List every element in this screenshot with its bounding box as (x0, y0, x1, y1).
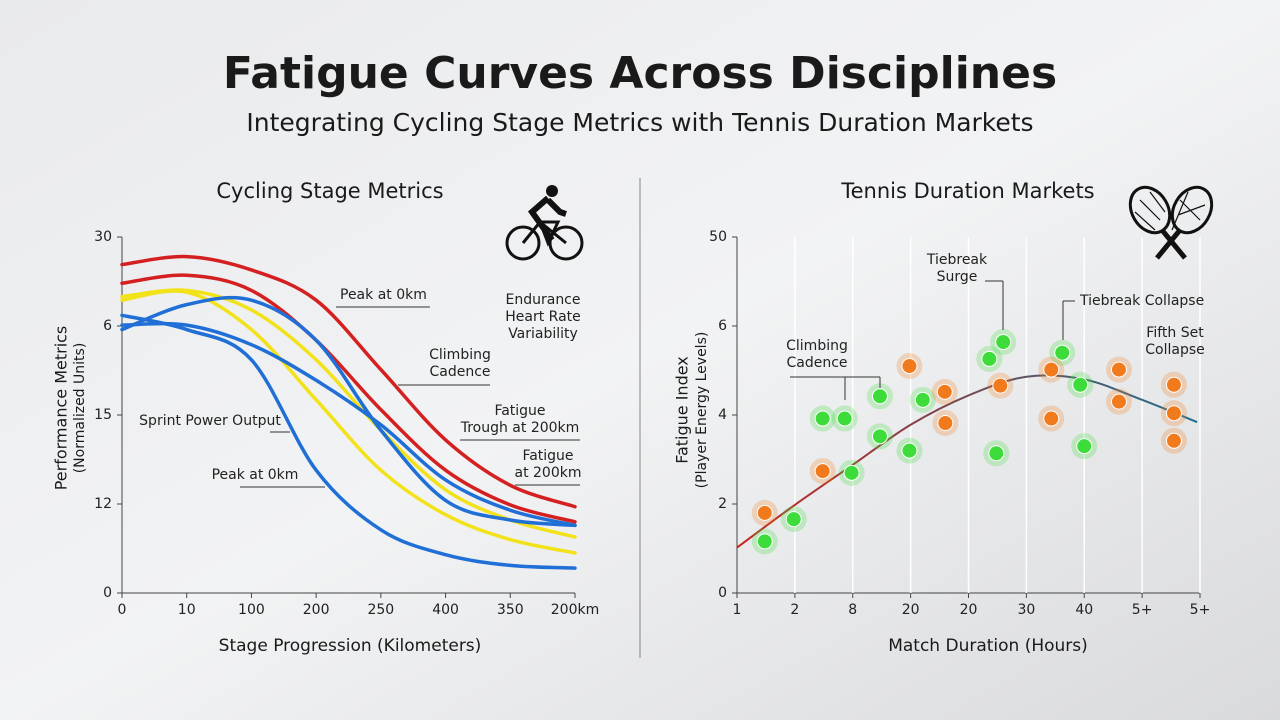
annotation: Trough at 200km (460, 420, 580, 436)
x-tick-label: 400 (432, 602, 459, 618)
x-tick-label: 20 (960, 602, 978, 618)
annotation: Tiebreak Collapse (1079, 293, 1204, 309)
annotation: Peak at 0km (212, 467, 299, 483)
series-line (120, 295, 577, 528)
y-tick-label: 4 (718, 407, 727, 423)
y-tick-label: 0 (718, 585, 727, 601)
y-tick-label: 6 (103, 318, 112, 334)
x-tick-label: 8 (848, 602, 857, 618)
y-tick-label: 50 (709, 229, 727, 245)
x-tick-label: 250 (367, 602, 394, 618)
ball (1072, 376, 1089, 393)
x-tick-label: 100 (238, 602, 265, 618)
ball (785, 511, 802, 528)
x-axis-label: Stage Progression (Kilometers) (219, 636, 482, 656)
series-line (120, 313, 577, 570)
ball (901, 442, 918, 459)
y-tick-label: 15 (94, 407, 112, 423)
annotation: Collapse (1145, 342, 1205, 358)
cyclist-icon (505, 185, 584, 261)
ball (937, 415, 954, 432)
ball (1110, 393, 1127, 410)
ball (756, 504, 773, 521)
annotation: Cadence (429, 364, 490, 380)
annotation: Fifth Set (1146, 325, 1204, 341)
x-tick-label: 40 (1075, 602, 1093, 618)
x-tick-label: 1 (733, 602, 742, 618)
annotation: Climbing (429, 347, 491, 363)
ball (981, 350, 998, 367)
ball (1165, 376, 1182, 393)
trend-line (736, 374, 1198, 549)
ball (936, 383, 953, 400)
ball (1043, 361, 1060, 378)
ball (901, 358, 918, 375)
annotation: Cadence (786, 355, 847, 371)
chart-title: Tennis Duration Markets (840, 179, 1094, 203)
annotation: at 200km (515, 465, 582, 481)
y-tick-label: 0 (103, 585, 112, 601)
annotation: Surge (937, 269, 978, 285)
ball (1043, 410, 1060, 427)
x-tick-label: 350 (497, 602, 524, 618)
rackets-icon (1128, 185, 1214, 260)
ball (995, 334, 1012, 351)
y-tick-label: 30 (94, 229, 112, 245)
y-tick-label: 12 (94, 496, 112, 512)
annotation: Tiebreak (926, 252, 988, 268)
y-axis-label: (Normalized Units) (72, 343, 88, 474)
ball (871, 428, 888, 445)
ball (814, 463, 831, 480)
series-line (120, 254, 577, 509)
x-tick-label: 5+ (1132, 602, 1153, 618)
x-tick-label: 20 (902, 602, 920, 618)
x-tick-label: 200km (551, 602, 599, 618)
ball (843, 464, 860, 481)
x-axis-label: Match Duration (Hours) (888, 636, 1088, 656)
annotation: Peak at 0km (340, 287, 427, 303)
ball (1110, 361, 1127, 378)
ball (914, 391, 931, 408)
subtitle: Integrating Cycling Stage Metrics with T… (246, 108, 1033, 137)
annotation: Sprint Power Output (139, 413, 281, 429)
y-axis-label: Fatigue Index (673, 356, 692, 464)
ball (1165, 432, 1182, 449)
annotation: Endurance (506, 292, 581, 308)
ball (756, 533, 773, 550)
ball (814, 410, 831, 427)
ball (1054, 344, 1071, 361)
x-tick-label: 200 (303, 602, 330, 618)
ball (988, 445, 1005, 462)
ball (836, 410, 853, 427)
series-line (120, 289, 577, 555)
annotation: Fatigue (522, 448, 573, 464)
chart-title: Cycling Stage Metrics (216, 179, 443, 203)
x-tick-label: 10 (178, 602, 196, 618)
series-line (120, 288, 577, 539)
ball (1165, 405, 1182, 422)
annotation: Variability (508, 326, 578, 342)
title: Fatigue Curves Across Disciplines (223, 48, 1057, 99)
series-line (120, 321, 577, 528)
x-tick-label: 2 (790, 602, 799, 618)
y-tick-label: 6 (718, 318, 727, 334)
annotation: Fatigue (494, 403, 545, 419)
annotation: Heart Rate (505, 309, 581, 325)
x-tick-label: 5+ (1190, 602, 1211, 618)
y-axis-label: Performance Metrics (52, 326, 71, 491)
ball (1076, 438, 1093, 455)
y-tick-label: 2 (718, 496, 727, 512)
annotation: Climbing (786, 338, 848, 354)
y-axis-label: (Player Energy Levels) (694, 332, 710, 489)
x-tick-label: 30 (1017, 602, 1035, 618)
series-line (120, 273, 577, 524)
ball (992, 377, 1009, 394)
x-tick-label: 0 (118, 602, 127, 618)
ball (871, 388, 888, 405)
